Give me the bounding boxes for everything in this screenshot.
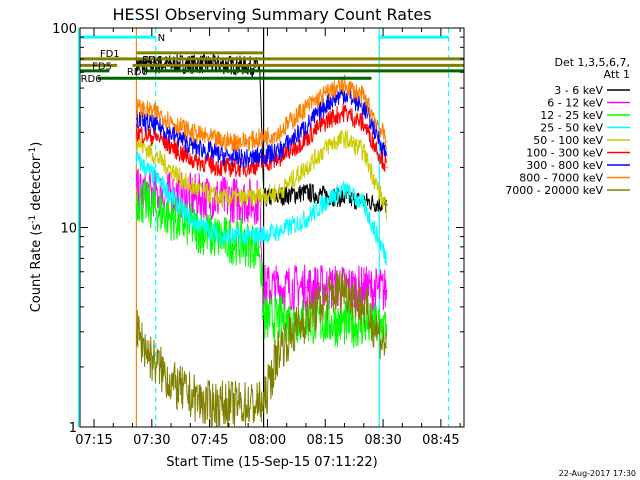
flag-label-fd4: FD4 — [142, 55, 162, 66]
x-tick-label: 07:30 — [133, 433, 170, 448]
x-tick-label: 08:00 — [249, 433, 286, 448]
flag-label-rd0: RD0 — [127, 67, 148, 78]
legend-title-line1: Det 1,3,5,6,7, — [554, 56, 630, 69]
legend-label-100-300-kev: 100 - 300 keV — [526, 147, 603, 160]
y-axis-label-mid: detector — [29, 155, 44, 215]
data-point-3-6-kev — [386, 204, 388, 206]
legend-label-800-7000-kev: 800 - 7000 keV — [519, 172, 603, 185]
series-300-800-kev — [135, 88, 388, 168]
data-point-12-25-kev — [259, 246, 261, 248]
y-tick-label: 100 — [52, 22, 77, 37]
series-line-800-7000-kev — [135, 74, 388, 152]
legend-label-300-800-kev: 300 - 800 keV — [526, 159, 603, 172]
y-axis-label-sup1: -1 — [28, 215, 38, 224]
flag-label-n: N — [158, 33, 165, 44]
footer-date: 22-Aug-2017 17:30 — [559, 469, 636, 478]
data-point-25-50-kev — [386, 257, 388, 260]
legend-label-12-25-kev: 12 - 25 keV — [540, 109, 603, 122]
y-axis-label: Count Rate (s-1 detector-1) — [28, 142, 44, 313]
axis-ticks: 07:15 07:30 07:45 08:00 08:15 08:30 08:45 1 10 10… — [52, 22, 464, 448]
y-axis-label-end: ) — [29, 142, 44, 147]
x-tick-label: 08:45 — [422, 433, 459, 448]
legend-label-6-12-kev: 6 - 12 keV — [547, 97, 603, 110]
series-line-7000-20000-kev — [135, 270, 388, 427]
data-point-6-12-kev — [305, 286, 307, 289]
legend-label-7000-20000-kev: 7000 - 20000 keV — [505, 184, 603, 197]
y-axis-label-sup2: -1 — [28, 147, 38, 156]
legend-label-3-6-kev: 3 - 6 keV — [554, 84, 603, 97]
x-tick-label: 07:45 — [191, 433, 228, 448]
x-axis-label: Start Time (15-Sep-15 07:11:22) — [166, 455, 377, 470]
legend-title-line2: Att 1 — [604, 68, 630, 81]
chart-title: HESSI Observing Summary Count Rates — [112, 5, 431, 24]
series-7000-20000-kev — [135, 270, 388, 427]
flag-label-rd6: RD6 — [81, 74, 102, 85]
series-800-7000-kev — [135, 74, 388, 152]
data-point-25-50-kev — [220, 236, 222, 238]
series-line-12-25-kev — [135, 180, 388, 349]
series-25-50-kev — [135, 152, 388, 266]
data-point-7000-20000-kev — [386, 347, 388, 349]
flag-label-fd5: FD5 — [92, 61, 112, 72]
flag-label-fd1: FD1 — [100, 49, 120, 60]
series-line-25-50-kev — [135, 152, 388, 266]
x-tick-label: 08:30 — [364, 433, 401, 448]
data-point-7000-20000-kev — [328, 296, 330, 298]
data-point-6-12-kev — [135, 191, 137, 193]
series-50-100-kev — [135, 129, 388, 221]
y-axis-label-main: Count Rate (s — [29, 224, 44, 313]
series-line-300-800-kev — [135, 88, 388, 168]
data-point-300-800-kev — [135, 118, 137, 120]
data-point-800-7000-kev — [305, 106, 307, 108]
legend-label-25-50-kev: 25 - 50 keV — [540, 122, 603, 135]
x-tick-label: 07:15 — [75, 433, 112, 448]
legend-label-50-100-kev: 50 - 100 keV — [533, 134, 603, 147]
data-point-800-7000-kev — [135, 106, 137, 108]
data-point-12-25-kev — [262, 317, 265, 320]
data-point-300-800-kev — [189, 144, 191, 146]
x-tick-label: 08:15 — [307, 433, 344, 448]
y-tick-label: 10 — [60, 222, 77, 237]
y-tick-label: 1 — [69, 421, 77, 436]
series-line-50-100-kev — [135, 129, 388, 221]
data-point-50-100-kev — [135, 140, 137, 143]
plot-area: N FD1 FD4 FD5 RD0 RD6 — [77, 28, 464, 427]
data-point-100-300-kev — [386, 166, 388, 169]
data-point-300-800-kev — [386, 154, 388, 156]
data-point-800-7000-kev — [386, 140, 388, 143]
